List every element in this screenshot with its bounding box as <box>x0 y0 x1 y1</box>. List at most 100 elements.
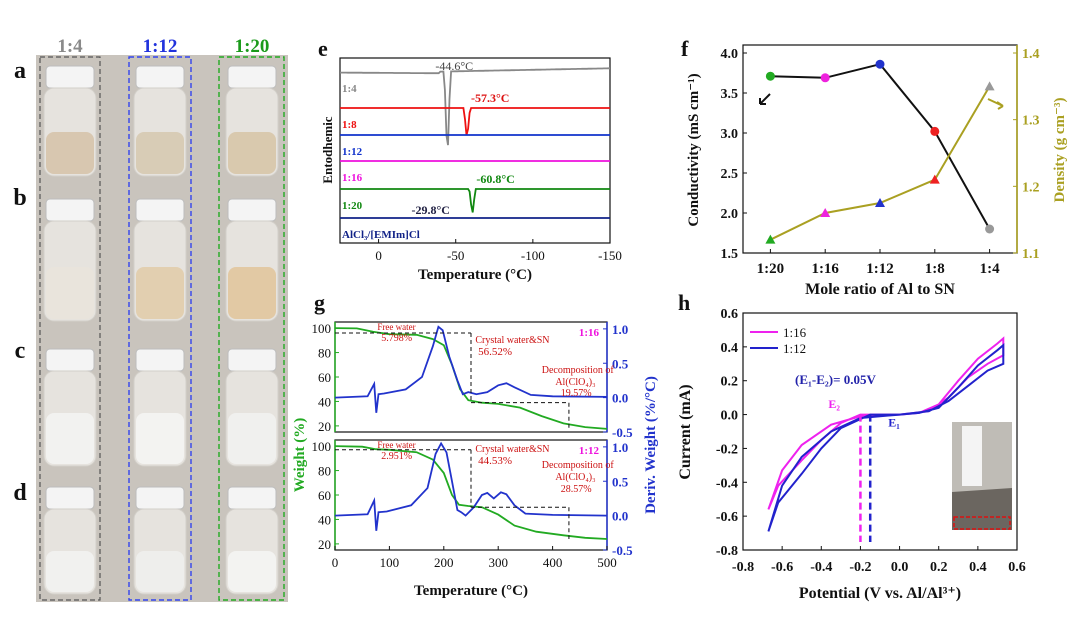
f-point-conductivity <box>820 73 830 83</box>
f-y2tick-label: 1.2 <box>1022 180 1040 195</box>
e-xtick-label: -50 <box>447 248 464 263</box>
f-point-density <box>984 81 995 91</box>
vial-content <box>228 132 276 174</box>
e-xtick-label: -150 <box>598 248 622 263</box>
vial-cap <box>45 348 95 372</box>
h-ytick-label: -0.8 <box>716 544 738 559</box>
g-annot-decomp: Decomposition of <box>542 460 615 471</box>
g-y2tick-label: 0.0 <box>612 391 628 406</box>
dashed-frame-1-12 <box>128 56 192 601</box>
h-ytick-label: 0.6 <box>721 307 739 322</box>
g-ytick-label: 60 <box>318 488 331 503</box>
g-ytick-label: 100 <box>312 321 332 336</box>
vial-content <box>46 132 94 174</box>
g-y2tick-label: -0.5 <box>612 425 633 440</box>
h-inset-electrode <box>952 488 1012 530</box>
f-point-density <box>929 174 940 184</box>
e-series-label: 1:12 <box>342 146 363 158</box>
g-annot-decomp-pct: 28.57% <box>561 484 592 495</box>
g-annot-crystal-pct: 56.52% <box>478 346 512 358</box>
h-ytick-label: 0.4 <box>721 341 739 356</box>
g-annot-free-water-pct: 5.798% <box>381 333 412 344</box>
vial-content <box>228 551 276 592</box>
f-point-density <box>765 234 776 244</box>
vial-content <box>228 413 276 464</box>
g-annot-decomp-salt: Al(ClO₄)₃ <box>555 472 595 483</box>
h-xtick-label: -0.4 <box>810 560 832 575</box>
f-arrow-left <box>759 93 771 105</box>
f-ytick-label: 3.5 <box>721 87 739 102</box>
f-point-density <box>875 198 885 207</box>
g-xtick-label: 300 <box>488 555 508 570</box>
e-series-label: AlCl₃/[EMIm]Cl <box>342 229 420 241</box>
h-inset-tube <box>962 426 982 486</box>
h-ytick-label: -0.2 <box>716 442 738 457</box>
h-ytick-label: -0.4 <box>716 476 738 491</box>
f-xtick-label: 1:8 <box>925 261 945 277</box>
vial-cap <box>135 198 185 222</box>
g-guide-step1 <box>335 449 472 508</box>
ratio-header-1-20: 1:20 <box>235 36 270 57</box>
h-xtick-label: 0.0 <box>891 560 909 575</box>
vial-content <box>136 132 184 174</box>
row-label-d: d <box>13 480 27 506</box>
vial-content <box>228 267 276 319</box>
vial-cap <box>45 486 95 510</box>
h-xlabel: Potential (V vs. Al/Al³⁺) <box>799 585 961 602</box>
e-series-label: 1:8 <box>342 119 357 131</box>
h-xtick-label: 0.6 <box>1008 560 1026 575</box>
vial-content <box>46 413 94 464</box>
g-xtick-label: 100 <box>380 555 400 570</box>
f-ytick-label: 2.5 <box>721 167 739 182</box>
f-point-conductivity <box>875 59 885 69</box>
e-series-label: 1:4 <box>342 83 357 95</box>
g-annot-decomp-pct: 19.57% <box>561 388 592 399</box>
g-deriv-curve <box>334 325 608 413</box>
panel-label-e: e <box>318 36 328 61</box>
e-series-label: 1:20 <box>342 200 363 212</box>
vial-cap <box>45 198 95 222</box>
f-xtick-label: 1:12 <box>866 261 894 277</box>
f-point-conductivity <box>930 126 940 136</box>
vial-content <box>46 267 94 319</box>
g-xlabel: Temperature (°C) <box>414 583 528 599</box>
e-xtick-label: -100 <box>521 248 545 263</box>
f-ylabel: Conductivity (mS cm⁻¹) <box>686 73 702 226</box>
h-plot-frame <box>742 312 1018 551</box>
g-annot-crystal: Crystal water&SN <box>475 444 549 455</box>
g-xtick-label: 400 <box>543 555 563 570</box>
g-y2tick-label: 0.0 <box>612 509 628 524</box>
e-plot-frame <box>339 57 611 244</box>
f-xtick-label: 1:20 <box>757 261 785 277</box>
panel-label-h: h <box>678 290 690 315</box>
h-ytick-label: -0.6 <box>716 510 738 525</box>
g-y2tick-label: 1.0 <box>612 322 628 337</box>
g-guide-step2 <box>471 402 570 429</box>
g-ytick-label: 80 <box>318 346 331 361</box>
panel-label-f: f <box>681 36 689 61</box>
f-xtick-label: 1:4 <box>980 261 1000 277</box>
f-y2tick-label: 1.4 <box>1022 47 1040 62</box>
h-inset-highlight <box>953 516 1011 530</box>
f-y2label: Density (g cm⁻³) <box>1052 98 1068 203</box>
vial-cap <box>227 348 277 372</box>
e-ylabel: Entodhemic <box>320 116 335 183</box>
vial-cap <box>135 65 185 89</box>
vial-cap <box>227 65 277 89</box>
g-annot-decomp-salt: Al(ClO₄)₃ <box>555 377 595 388</box>
h-ytick-label: 0.0 <box>721 409 739 424</box>
g-ytick-label: 20 <box>318 537 331 552</box>
g-ytick-label: 40 <box>318 394 331 409</box>
e-peak-label: -29.8°C <box>411 203 449 217</box>
e-peak-label: -44.6°C <box>435 59 473 73</box>
e-series-18 <box>340 107 610 136</box>
f-line-density <box>769 85 991 241</box>
h-ytick-label: 0.2 <box>721 375 739 390</box>
vial-cap <box>227 486 277 510</box>
panel-label-g: g <box>314 290 325 315</box>
e-xtick-label: 0 <box>375 248 382 263</box>
f-ytick-label: 1.5 <box>721 247 739 262</box>
f-arrow-right <box>987 98 1004 110</box>
g-annot-free-water-pct: 2.951% <box>381 451 412 462</box>
